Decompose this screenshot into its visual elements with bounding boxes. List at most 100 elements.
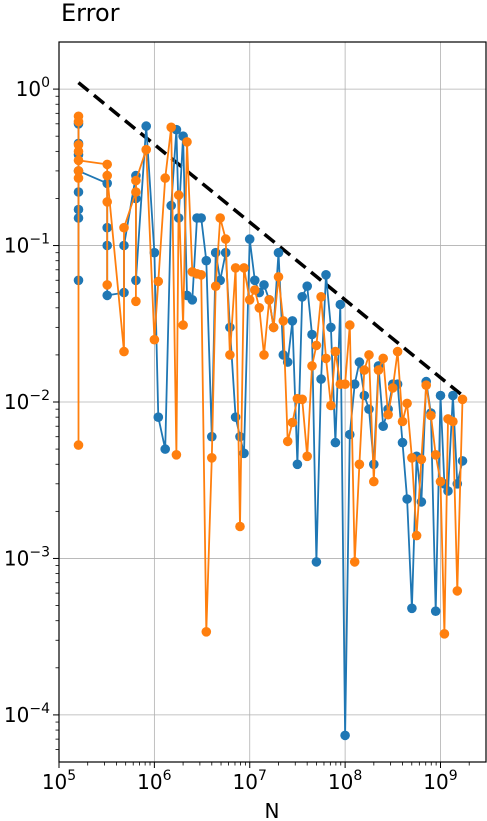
y-tick-label: 10−4 bbox=[4, 701, 50, 727]
data-point bbox=[354, 459, 365, 470]
y-tick-label: 10−3 bbox=[4, 544, 50, 570]
data-point bbox=[443, 486, 453, 496]
data-point bbox=[166, 200, 176, 211]
data-point bbox=[160, 173, 170, 183]
data-point bbox=[430, 450, 441, 460]
data-point bbox=[244, 295, 255, 305]
data-point bbox=[153, 412, 164, 423]
data-point bbox=[182, 137, 192, 147]
data-point bbox=[215, 213, 225, 223]
data-point bbox=[230, 263, 241, 273]
data-point bbox=[359, 365, 370, 375]
x-tick-label: 108 bbox=[328, 768, 362, 794]
data-point bbox=[297, 292, 308, 302]
data-point bbox=[153, 276, 164, 287]
x-tick-label: 106 bbox=[137, 768, 171, 794]
data-point bbox=[354, 357, 365, 367]
data-point bbox=[407, 453, 417, 463]
chart-title: Error bbox=[61, 0, 120, 27]
data-point bbox=[435, 390, 446, 401]
data-point bbox=[335, 299, 346, 310]
x-tick-label: 105 bbox=[42, 768, 76, 794]
data-point bbox=[282, 436, 293, 447]
data-point bbox=[430, 606, 441, 616]
data-point bbox=[278, 316, 289, 326]
data-point bbox=[369, 476, 379, 487]
data-point bbox=[326, 400, 336, 411]
data-point bbox=[452, 586, 463, 596]
x-tick-label: 107 bbox=[233, 768, 267, 794]
data-point bbox=[364, 350, 374, 360]
reference-line-layer bbox=[77, 81, 464, 397]
data-point bbox=[149, 247, 160, 258]
data-point bbox=[345, 320, 355, 330]
data-point bbox=[292, 459, 303, 470]
series-line bbox=[77, 123, 464, 737]
data-point bbox=[268, 322, 279, 333]
data-point bbox=[102, 170, 112, 181]
data-point bbox=[378, 421, 389, 432]
y-tick-label: 10−2 bbox=[4, 388, 50, 414]
data-point bbox=[321, 353, 331, 364]
data-point bbox=[73, 440, 84, 450]
data-point bbox=[119, 346, 129, 357]
data-point bbox=[316, 292, 326, 302]
data-point bbox=[131, 187, 141, 197]
data-point bbox=[244, 234, 255, 244]
data-point bbox=[201, 627, 212, 637]
data-point bbox=[141, 144, 151, 155]
data-point bbox=[448, 390, 458, 401]
data-point bbox=[166, 122, 176, 133]
data-point bbox=[435, 476, 446, 487]
data-point bbox=[239, 263, 249, 273]
data-point bbox=[220, 234, 231, 244]
data-point bbox=[373, 365, 384, 375]
data-point bbox=[196, 270, 206, 280]
data-point bbox=[73, 173, 84, 183]
x-axis-ticks: 105 106 107 108 109 bbox=[42, 762, 470, 794]
data-point bbox=[178, 320, 188, 330]
y-tick-label: 100 bbox=[16, 75, 50, 101]
data-point bbox=[330, 437, 341, 448]
data-point bbox=[254, 303, 265, 313]
series-line bbox=[77, 116, 464, 635]
data-point bbox=[141, 121, 151, 131]
data-point bbox=[307, 329, 317, 340]
data-point bbox=[340, 730, 350, 741]
data-point bbox=[302, 451, 313, 462]
data-point bbox=[311, 340, 322, 351]
data-point bbox=[448, 416, 458, 427]
data-point bbox=[102, 159, 112, 170]
data-point bbox=[321, 270, 331, 280]
data-point bbox=[225, 350, 235, 360]
data-point bbox=[201, 255, 212, 266]
data-point bbox=[330, 346, 341, 357]
data-point bbox=[264, 295, 275, 305]
data-point bbox=[160, 444, 170, 454]
data-point bbox=[73, 116, 84, 127]
data-point bbox=[102, 197, 112, 207]
data-point bbox=[311, 557, 322, 567]
x-tick-label: 109 bbox=[423, 768, 457, 794]
data-point bbox=[73, 146, 84, 157]
data-point bbox=[250, 275, 260, 286]
data-point bbox=[378, 353, 389, 364]
data-point bbox=[402, 398, 412, 409]
data-point bbox=[349, 379, 360, 390]
series-layer bbox=[73, 111, 468, 741]
data-point bbox=[131, 296, 141, 307]
data-point bbox=[273, 272, 284, 282]
data-point bbox=[316, 374, 326, 384]
data-point bbox=[287, 417, 298, 428]
data-point bbox=[457, 394, 468, 405]
data-point bbox=[397, 416, 408, 427]
data-point bbox=[131, 175, 141, 186]
data-point bbox=[102, 280, 112, 290]
data-point bbox=[411, 530, 422, 541]
data-point bbox=[457, 456, 468, 466]
data-point bbox=[250, 285, 260, 295]
data-point bbox=[349, 557, 360, 567]
data-point bbox=[210, 281, 221, 292]
data-point bbox=[426, 410, 436, 421]
